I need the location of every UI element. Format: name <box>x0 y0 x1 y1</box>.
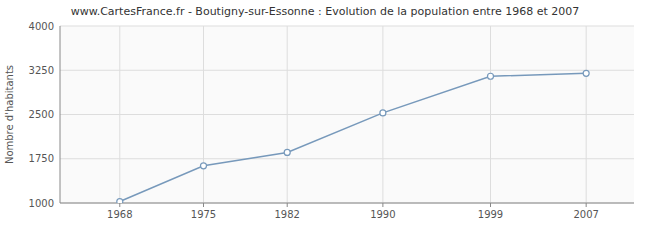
x-tick-label: 1975 <box>191 209 216 220</box>
x-tick-label: 2007 <box>573 209 598 220</box>
point <box>201 163 207 169</box>
point <box>284 149 290 155</box>
x-tick-label: 1982 <box>274 209 299 220</box>
point <box>117 199 123 203</box>
y-grid-line <box>60 158 634 159</box>
x-tick <box>119 203 120 207</box>
x-axis-line <box>60 203 634 204</box>
point <box>583 70 589 76</box>
y-grid-line <box>60 114 634 115</box>
x-grid-line <box>119 26 120 203</box>
x-tick <box>490 203 491 207</box>
x-tick <box>382 203 383 207</box>
y-tick-label: 1000 <box>29 198 54 209</box>
y-tick-label: 1750 <box>29 153 54 164</box>
x-grid-line <box>490 26 491 203</box>
point <box>380 110 386 116</box>
y-grid-line <box>60 26 634 27</box>
x-grid-line <box>287 26 288 203</box>
series <box>117 70 589 203</box>
x-tick <box>203 203 204 207</box>
y-axis-line <box>60 26 61 203</box>
y-tick-label: 2500 <box>29 109 54 120</box>
line <box>120 73 586 201</box>
x-grid-line <box>203 26 204 203</box>
grid <box>60 26 634 203</box>
chart-container: www.CartesFrance.fr - Boutigny-sur-Esson… <box>0 0 650 229</box>
x-tick-label: 1968 <box>107 209 132 220</box>
x-tick-label: 1999 <box>478 209 503 220</box>
x-grid-line <box>586 26 587 203</box>
y-tick-label: 3250 <box>29 65 54 76</box>
title: www.CartesFrance.fr - Boutigny-sur-Esson… <box>71 5 580 18</box>
plot-background <box>60 26 634 203</box>
y-grid-line <box>60 70 634 71</box>
x-tick-label: 1990 <box>370 209 395 220</box>
x-tick <box>586 203 587 207</box>
point <box>488 73 494 79</box>
y-tick-label: 4000 <box>29 21 54 32</box>
x-tick <box>287 203 288 207</box>
chart: www.CartesFrance.fr - Boutigny-sur-Esson… <box>0 0 650 229</box>
y-axis-label: Nombre d'habitants <box>4 65 15 164</box>
y-grid-line <box>60 203 634 204</box>
